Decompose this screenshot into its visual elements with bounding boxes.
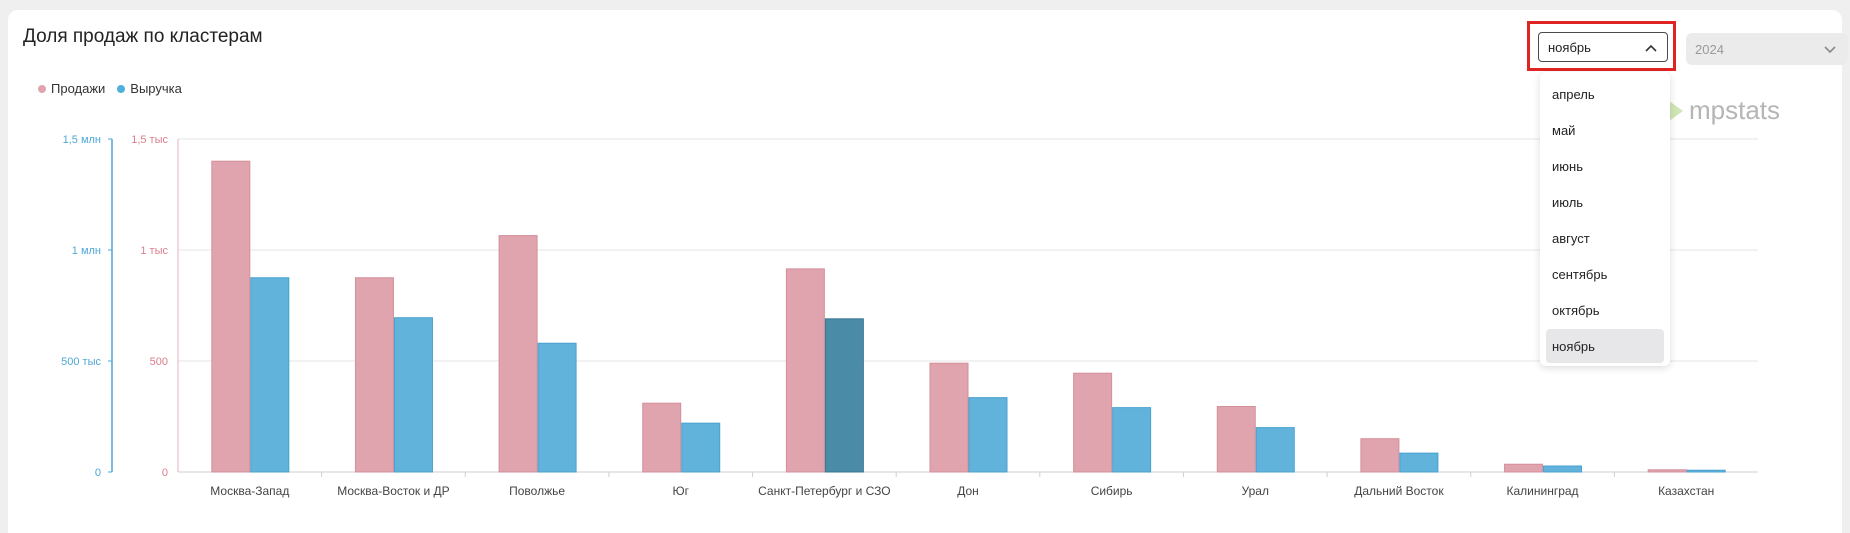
revenue-tick-label: 1 млн — [72, 245, 101, 257]
sales-bar — [929, 362, 969, 473]
sales-bar — [1216, 406, 1256, 473]
month-option-september[interactable]: сентябрь — [1552, 266, 1608, 282]
year-select[interactable]: 2024 — [1686, 33, 1848, 65]
revenue-bar — [1112, 407, 1152, 473]
legend-revenue-dot — [117, 84, 126, 93]
sales-bar — [354, 277, 394, 473]
x-tick-label: Поволжье — [509, 484, 565, 498]
revenue-bar — [1543, 465, 1583, 473]
chart-title: Доля продаж по кластерам — [23, 26, 263, 47]
sales-bar — [498, 235, 538, 473]
legend-item-revenue[interactable]: Выручка — [117, 81, 182, 96]
chart-card — [8, 10, 1842, 533]
month-option-may[interactable]: май — [1552, 122, 1576, 138]
revenue-tick-label: 0 — [95, 467, 101, 479]
x-tick-label: Санкт-Петербург и СЗО — [758, 484, 890, 498]
sales-bar — [785, 268, 825, 473]
logo-text: mpstats — [1689, 95, 1781, 125]
sales-bar — [1647, 469, 1687, 473]
month-option-august[interactable]: август — [1552, 230, 1590, 246]
x-tick-label: Москва-Восток и ДР — [337, 484, 449, 498]
sales-bar — [1360, 438, 1400, 473]
x-tick-label: Дон — [957, 484, 979, 498]
legend-sales-label: Продажи — [51, 81, 106, 96]
month-select[interactable]: ноябрь — [1538, 32, 1668, 62]
x-tick-label: Казахстан — [1658, 484, 1714, 498]
month-option-june[interactable]: июнь — [1552, 158, 1583, 174]
legend-item-sales[interactable]: Продажи — [38, 81, 105, 96]
month-select-value: ноябрь — [1548, 39, 1591, 55]
legend: Продажи Выручка — [38, 81, 182, 96]
x-tick-label: Юг — [672, 484, 689, 498]
revenue-bar — [250, 277, 290, 473]
sales-tick-label: 1 тыс — [140, 245, 168, 257]
revenue-bar — [1399, 452, 1439, 473]
sales-bar — [642, 402, 682, 473]
month-select-highlight: ноябрь — [1527, 21, 1676, 71]
sales-bar — [1073, 372, 1113, 473]
chevron-down-icon — [1824, 42, 1836, 57]
x-tick-label: Калининград — [1507, 484, 1579, 498]
x-tick-label: Дальний Восток — [1354, 484, 1444, 498]
sales-bar — [211, 160, 251, 473]
sales-bar — [1504, 463, 1544, 473]
sales-tick-label: 1,5 тыс — [131, 134, 168, 146]
x-tick-label: Урал — [1242, 484, 1269, 498]
revenue-bar — [681, 422, 721, 473]
x-tick-label: Москва-Запад — [210, 484, 289, 498]
revenue-bar — [1686, 469, 1726, 473]
revenue-bar — [968, 397, 1008, 473]
month-option-november[interactable]: ноябрь — [1546, 329, 1664, 363]
sales-tick-label: 0 — [162, 467, 168, 479]
sales-tick-label: 500 — [150, 356, 168, 368]
revenue-bar — [1255, 427, 1295, 473]
month-dropdown: апрель май июнь июль август сентябрь окт… — [1540, 72, 1670, 366]
chevron-up-icon — [1645, 40, 1657, 55]
revenue-bar — [537, 342, 577, 473]
legend-revenue-label: Выручка — [130, 81, 182, 96]
revenue-bar — [393, 317, 433, 473]
revenue-tick-label: 1,5 млн — [63, 134, 101, 146]
month-option-october[interactable]: октябрь — [1552, 302, 1600, 318]
revenue-bar — [824, 318, 864, 473]
month-option-april[interactable]: апрель — [1552, 86, 1595, 102]
revenue-tick-label: 500 тыс — [61, 356, 101, 368]
year-select-value: 2024 — [1695, 41, 1724, 57]
legend-sales-dot — [38, 84, 46, 93]
month-option-july[interactable]: июль — [1552, 194, 1584, 210]
x-tick-label: Сибирь — [1091, 484, 1133, 498]
